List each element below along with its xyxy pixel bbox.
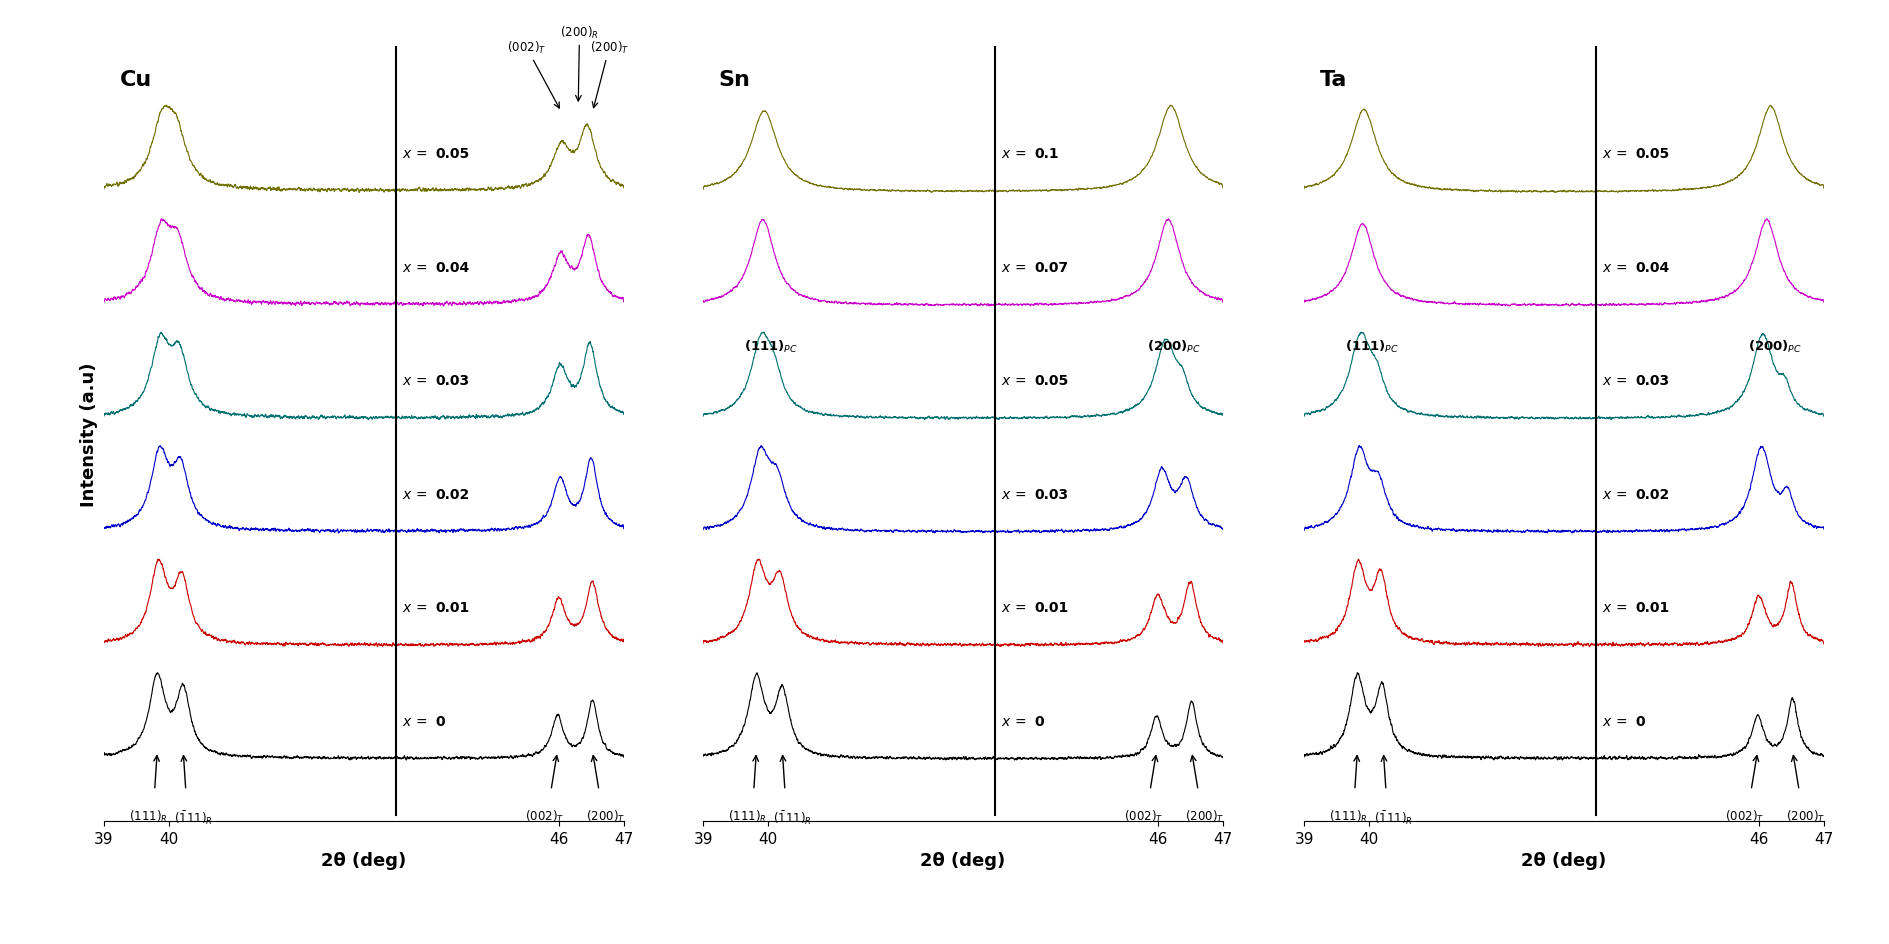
Text: $x\,=$: $x\,=$	[400, 374, 427, 388]
Text: $(002)_T$: $(002)_T$	[1124, 808, 1162, 824]
Text: 0.05: 0.05	[1033, 374, 1067, 388]
Text: $(111)_R$: $(111)_R$	[128, 808, 168, 824]
Text: $(200)_T$: $(200)_T$	[1184, 808, 1224, 824]
Text: $x\,=$: $x\,=$	[400, 600, 427, 615]
Text: $x\,=$: $x\,=$	[999, 714, 1026, 728]
Text: 0: 0	[434, 714, 444, 728]
Text: Sn: Sn	[718, 71, 750, 91]
Text: $x\,=$: $x\,=$	[400, 714, 427, 728]
Text: $x\,=$: $x\,=$	[1600, 714, 1626, 728]
X-axis label: 2θ (deg): 2θ (deg)	[920, 851, 1005, 869]
Text: 0.03: 0.03	[1634, 374, 1668, 388]
Text: Cu: Cu	[119, 71, 151, 91]
X-axis label: 2θ (deg): 2θ (deg)	[1521, 851, 1606, 869]
Text: 0.04: 0.04	[434, 261, 468, 275]
Text: 0: 0	[1634, 714, 1643, 728]
Text: 0.01: 0.01	[1634, 600, 1668, 615]
Text: $(200)_R$: $(200)_R$	[559, 25, 599, 102]
Text: $(111)_R$: $(111)_R$	[727, 808, 767, 824]
Text: $(\bar{1}11)_R$: $(\bar{1}11)_R$	[773, 808, 812, 826]
Text: 0.03: 0.03	[1033, 487, 1067, 501]
Text: $x\,=$: $x\,=$	[999, 147, 1026, 161]
Text: $(002)_T$: $(002)_T$	[506, 40, 559, 109]
Text: $x\,=$: $x\,=$	[1600, 600, 1626, 615]
Text: $x\,=$: $x\,=$	[1600, 487, 1626, 501]
Text: $(200)_T$: $(200)_T$	[1785, 808, 1825, 824]
Text: 0.07: 0.07	[1033, 261, 1067, 275]
Text: 0.04: 0.04	[1634, 261, 1668, 275]
Text: $(002)_T$: $(002)_T$	[525, 808, 563, 824]
Text: $x\,=$: $x\,=$	[999, 374, 1026, 388]
Text: $x\,=$: $x\,=$	[999, 261, 1026, 275]
Text: 0.03: 0.03	[434, 374, 468, 388]
Text: 0.1: 0.1	[1033, 147, 1058, 161]
Text: (200)$_{PC}$: (200)$_{PC}$	[1747, 339, 1800, 355]
Text: 0.01: 0.01	[434, 600, 468, 615]
Text: $x\,=$: $x\,=$	[400, 487, 427, 501]
Text: $(\bar{1}11)_R$: $(\bar{1}11)_R$	[1373, 808, 1413, 826]
Text: $x\,=$: $x\,=$	[999, 600, 1026, 615]
Text: 0.05: 0.05	[1634, 147, 1668, 161]
Text: 0.01: 0.01	[1033, 600, 1067, 615]
Text: $(200)_T$: $(200)_T$	[586, 808, 625, 824]
Y-axis label: Intensity (a.u): Intensity (a.u)	[81, 362, 98, 506]
Text: Ta: Ta	[1319, 71, 1347, 91]
Text: $x\,=$: $x\,=$	[999, 487, 1026, 501]
Text: $x\,=$: $x\,=$	[1600, 261, 1626, 275]
Text: $(002)_T$: $(002)_T$	[1725, 808, 1762, 824]
Text: 0.02: 0.02	[434, 487, 468, 501]
Text: $x\,=$: $x\,=$	[400, 261, 427, 275]
Text: $x\,=$: $x\,=$	[1600, 374, 1626, 388]
Text: $(200)_T$: $(200)_T$	[589, 40, 629, 109]
Text: $(\bar{1}11)_R$: $(\bar{1}11)_R$	[174, 808, 213, 826]
Text: (111)$_{PC}$: (111)$_{PC}$	[744, 339, 797, 355]
Text: $x\,=$: $x\,=$	[1600, 147, 1626, 161]
Text: 0.05: 0.05	[434, 147, 468, 161]
Text: $x\,=$: $x\,=$	[400, 147, 427, 161]
X-axis label: 2θ (deg): 2θ (deg)	[321, 851, 406, 869]
Text: $(111)_R$: $(111)_R$	[1328, 808, 1368, 824]
Text: 0: 0	[1033, 714, 1043, 728]
Text: (200)$_{PC}$: (200)$_{PC}$	[1147, 339, 1200, 355]
Text: (111)$_{PC}$: (111)$_{PC}$	[1345, 339, 1398, 355]
Text: 0.02: 0.02	[1634, 487, 1668, 501]
